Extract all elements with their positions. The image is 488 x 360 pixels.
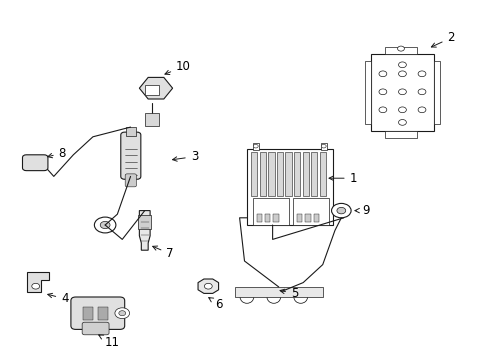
Text: 4: 4	[48, 292, 68, 305]
Circle shape	[336, 207, 345, 214]
Circle shape	[378, 71, 386, 77]
FancyBboxPatch shape	[22, 155, 48, 171]
Bar	[292, 198, 328, 225]
Bar	[293, 152, 300, 196]
Text: 10: 10	[164, 60, 190, 75]
Polygon shape	[27, 272, 49, 292]
Circle shape	[398, 62, 406, 68]
Circle shape	[115, 308, 129, 319]
Bar	[310, 152, 317, 196]
Bar	[296, 214, 302, 222]
Text: 5: 5	[280, 287, 298, 300]
Text: 9: 9	[354, 204, 368, 217]
Circle shape	[398, 71, 406, 77]
FancyBboxPatch shape	[121, 132, 141, 179]
Circle shape	[32, 283, 40, 289]
Text: 6: 6	[208, 298, 222, 311]
Circle shape	[417, 107, 425, 113]
Bar	[98, 307, 107, 320]
Bar	[364, 61, 370, 124]
Bar	[252, 143, 258, 150]
Bar	[319, 152, 325, 196]
Polygon shape	[139, 211, 150, 250]
Circle shape	[417, 89, 425, 95]
Circle shape	[119, 311, 125, 316]
Bar	[273, 214, 278, 222]
Circle shape	[378, 89, 386, 95]
Polygon shape	[139, 77, 172, 99]
Text: 8: 8	[48, 147, 66, 159]
Text: 3: 3	[172, 150, 198, 163]
Text: 1: 1	[328, 172, 356, 185]
Bar	[264, 214, 270, 222]
Bar	[145, 113, 159, 126]
Bar	[145, 85, 159, 95]
Bar	[302, 152, 308, 196]
Bar	[251, 152, 257, 196]
Polygon shape	[198, 279, 218, 293]
Circle shape	[94, 217, 116, 233]
Bar	[138, 215, 151, 229]
Circle shape	[321, 144, 325, 148]
Bar	[385, 131, 416, 138]
Circle shape	[100, 221, 110, 229]
Bar	[256, 214, 262, 222]
Bar	[268, 152, 274, 196]
Bar	[313, 214, 318, 222]
Bar	[320, 143, 326, 150]
Bar	[21, 161, 27, 165]
FancyBboxPatch shape	[71, 297, 124, 329]
Circle shape	[398, 107, 406, 113]
Bar	[285, 152, 291, 196]
FancyBboxPatch shape	[125, 174, 136, 187]
Circle shape	[417, 71, 425, 77]
Circle shape	[398, 89, 406, 95]
Bar	[125, 127, 136, 136]
Bar	[276, 152, 283, 196]
Circle shape	[397, 46, 404, 51]
Bar	[433, 61, 439, 124]
Bar	[259, 152, 265, 196]
Bar	[246, 149, 332, 225]
Circle shape	[331, 203, 350, 218]
Circle shape	[378, 107, 386, 113]
Circle shape	[398, 120, 406, 125]
Text: 7: 7	[152, 246, 173, 260]
Circle shape	[204, 283, 212, 289]
Text: 2: 2	[430, 31, 454, 47]
Circle shape	[253, 144, 258, 148]
Bar	[385, 47, 416, 54]
Bar	[83, 307, 93, 320]
Bar	[234, 287, 322, 297]
Bar	[305, 214, 310, 222]
FancyBboxPatch shape	[82, 322, 109, 335]
Bar	[252, 198, 288, 225]
Bar	[370, 54, 433, 131]
Text: 11: 11	[99, 335, 120, 349]
